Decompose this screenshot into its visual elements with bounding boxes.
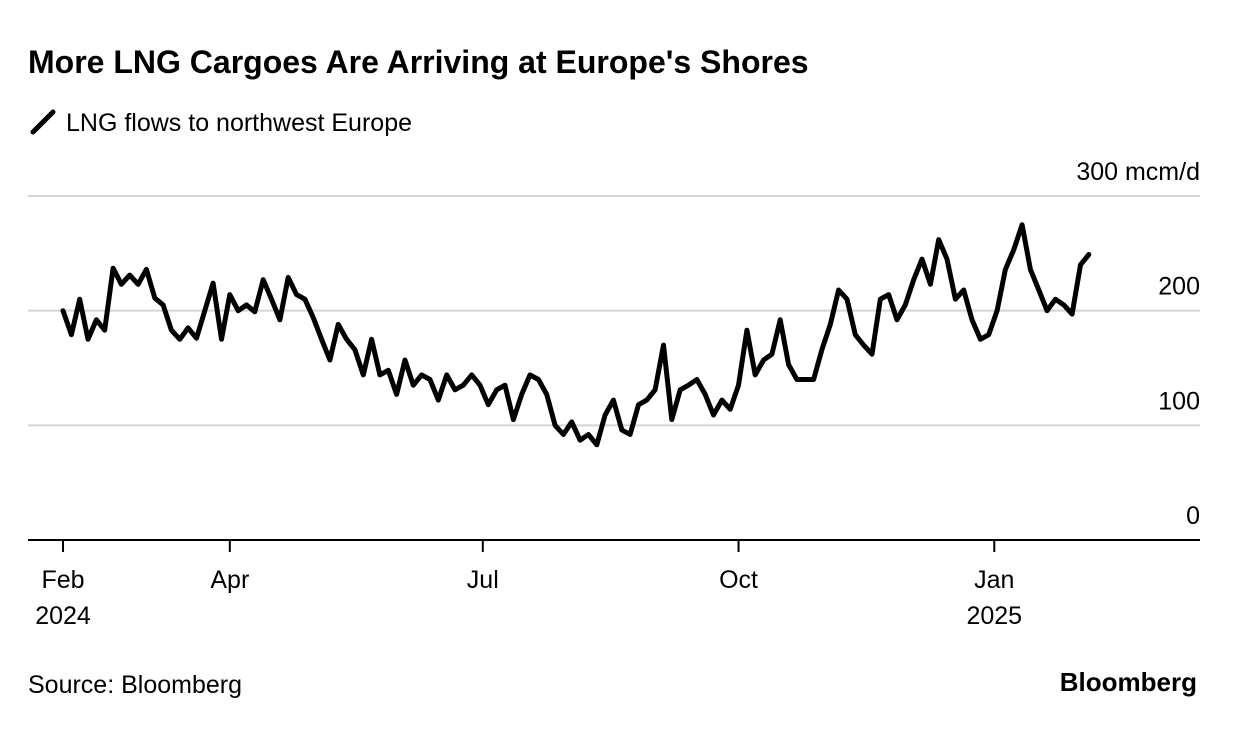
y-tick-label: 300 mcm/d bbox=[1076, 158, 1200, 186]
y-tick-label: 200 bbox=[1158, 273, 1200, 301]
chart-title: More LNG Cargoes Are Arriving at Europe'… bbox=[28, 44, 809, 80]
x-tick-label: Apr bbox=[210, 566, 249, 594]
line bbox=[60, 222, 1092, 448]
x-tick-label: Feb 2024 bbox=[35, 566, 91, 630]
x-tick-label: Oct bbox=[719, 566, 758, 594]
brand: Bloomberg bbox=[1060, 667, 1197, 697]
x-tick-label: Jan 2025 bbox=[966, 566, 1022, 630]
x-tick-label: Jul bbox=[467, 566, 499, 594]
legend-label: LNG flows to northwest Europe bbox=[66, 109, 412, 137]
legend-swatch bbox=[30, 109, 56, 135]
source: Source: Bloomberg bbox=[28, 671, 242, 699]
y-tick-label: 0 bbox=[1186, 502, 1200, 530]
y-tick-label: 100 bbox=[1158, 387, 1200, 415]
